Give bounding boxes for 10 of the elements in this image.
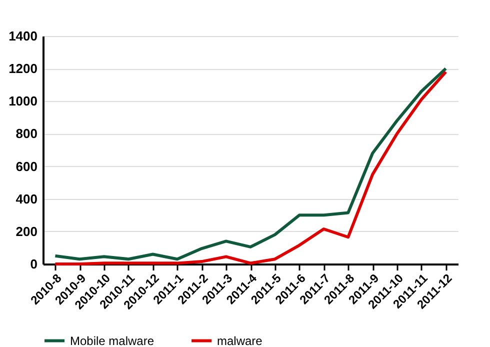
y-tick-label: 1000	[8, 94, 38, 109]
y-tick-label: 400	[16, 191, 38, 206]
y-tick-label: 1400	[8, 28, 38, 44]
y-tick-label: 200	[16, 224, 38, 239]
legend-label: malware	[217, 334, 263, 347]
y-tick-label: 800	[16, 126, 38, 142]
legend-label: Mobile malware	[70, 334, 154, 347]
y-tick-label: 0	[30, 256, 38, 272]
y-tick-label: 1200	[8, 61, 38, 76]
y-tick-label: 600	[16, 158, 38, 174]
